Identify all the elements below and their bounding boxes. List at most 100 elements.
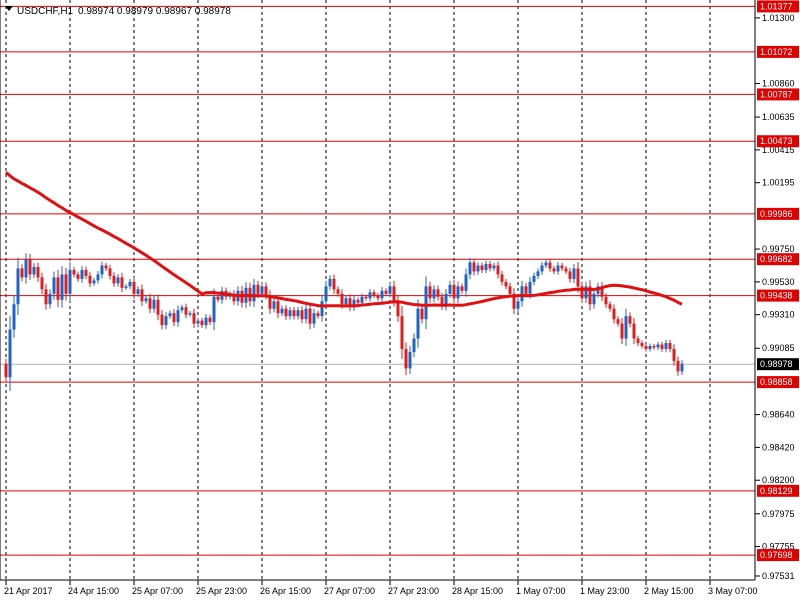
- candle-body: [404, 348, 408, 369]
- candle-body: [128, 281, 132, 287]
- candle-body: [500, 274, 504, 282]
- level-label-box: [757, 253, 799, 266]
- current-price-box: [757, 358, 799, 371]
- candle-body: [592, 293, 596, 305]
- candle-body: [68, 269, 72, 294]
- dropdown-triangle-icon[interactable]: [5, 6, 13, 11]
- candle-body: [460, 286, 464, 291]
- candle-body: [104, 265, 108, 269]
- y-tick-label: 0.99750: [762, 244, 795, 254]
- candle-body: [576, 268, 580, 287]
- candle-body: [568, 271, 572, 279]
- candle-body: [420, 308, 424, 320]
- candle-body: [484, 263, 488, 270]
- candle-body: [368, 292, 372, 299]
- candle-body: [156, 299, 160, 315]
- candle-body: [536, 271, 540, 276]
- x-tick-label: 28 Apr 15:00: [452, 586, 503, 596]
- y-tick-label: 0.99530: [762, 277, 795, 287]
- candle-body: [284, 308, 288, 317]
- candle-body: [168, 313, 172, 317]
- y-tick-label: 1.01300: [762, 13, 795, 23]
- candle-body: [608, 304, 612, 309]
- x-axis: 21 Apr 2017 24 Apr 15:00 25 Apr 07:00 25 Ap…: [4, 580, 758, 596]
- candle-body: [332, 278, 336, 290]
- candle-body: [556, 265, 560, 272]
- candle-body: [32, 266, 36, 275]
- candle-body: [288, 310, 292, 317]
- candle-body: [540, 265, 544, 272]
- candle-body: [176, 310, 180, 323]
- candle-body: [428, 286, 432, 299]
- candle-body: [112, 275, 116, 284]
- candle-body: [120, 277, 124, 288]
- candle-body: [276, 301, 280, 314]
- ohlc-values: 0.98974 0.98979 0.98967 0.98978: [78, 6, 231, 17]
- level-label-text: 1.00473: [760, 136, 793, 146]
- candle-body: [36, 266, 40, 278]
- candle-body: [632, 323, 636, 339]
- candle-body: [4, 363, 8, 378]
- candle-body: [148, 298, 152, 309]
- candle-body: [356, 299, 360, 303]
- candle-body: [532, 275, 536, 282]
- candle-body: [440, 296, 444, 306]
- candle-body: [580, 286, 584, 299]
- candle-body: [564, 268, 568, 272]
- candle-body: [352, 299, 356, 308]
- candle-body: [204, 317, 208, 326]
- candle-body: [560, 265, 564, 269]
- x-tick-label: 3 May 07:00: [708, 586, 758, 596]
- y-tick-label: 0.98200: [762, 475, 795, 485]
- level-label-text: 0.99438: [760, 291, 793, 301]
- candle-body: [192, 313, 196, 324]
- candle-body: [144, 298, 148, 302]
- candle-body: [572, 268, 576, 279]
- candle-body: [100, 265, 104, 275]
- candle-body: [504, 281, 508, 287]
- level-label-text: 1.01072: [760, 47, 793, 57]
- candle-body: [348, 298, 352, 308]
- level-label-text: 0.98129: [760, 486, 793, 496]
- y-tick-label: 1.00635: [762, 112, 795, 122]
- candle-body: [268, 295, 272, 309]
- candle-body: [160, 314, 164, 326]
- candle-body: [124, 286, 128, 288]
- candle-body: [340, 293, 344, 305]
- candle-body: [456, 286, 460, 299]
- current-price-label: 0.98978: [757, 358, 799, 371]
- candle-body: [436, 289, 440, 297]
- candle-body: [372, 292, 376, 296]
- candle-body: [584, 286, 588, 299]
- candle-body: [252, 284, 256, 302]
- candle-body: [664, 343, 668, 349]
- level-label-box: [757, 376, 799, 389]
- candle-body: [512, 293, 516, 309]
- candle-body: [624, 316, 628, 339]
- level-labels-layer: 1.01377 1.01072 1.00787 1.00473 0.99986 0.996…: [757, 0, 799, 562]
- candle-body: [524, 286, 528, 294]
- candle-body: [92, 280, 96, 284]
- candle-body: [312, 313, 316, 324]
- candle-body: [652, 346, 656, 348]
- candle-body: [16, 268, 20, 305]
- candle-body: [44, 289, 48, 305]
- candle-body: [60, 274, 64, 300]
- x-tick-label: 25 Apr 23:00: [196, 586, 247, 596]
- candle-body: [464, 274, 468, 291]
- plot-frame: [0, 0, 756, 581]
- x-tick-label: 27 Apr 07:00: [324, 586, 375, 596]
- candle-body: [644, 346, 648, 349]
- candle-body: [12, 304, 16, 330]
- candle-body: [164, 316, 168, 326]
- candle-body: [132, 281, 136, 294]
- y-tick-label: 1.00860: [762, 79, 795, 89]
- candle-body: [640, 343, 644, 347]
- candle-body: [28, 259, 32, 275]
- candle-body: [416, 308, 420, 339]
- chart-header: USDCHF,H1 0.98974 0.98979 0.98967 0.9897…: [5, 6, 231, 17]
- y-tick-label: 0.98640: [762, 410, 795, 420]
- level-label-box: [757, 484, 799, 497]
- candle-body: [476, 265, 480, 272]
- candle-body: [516, 301, 520, 309]
